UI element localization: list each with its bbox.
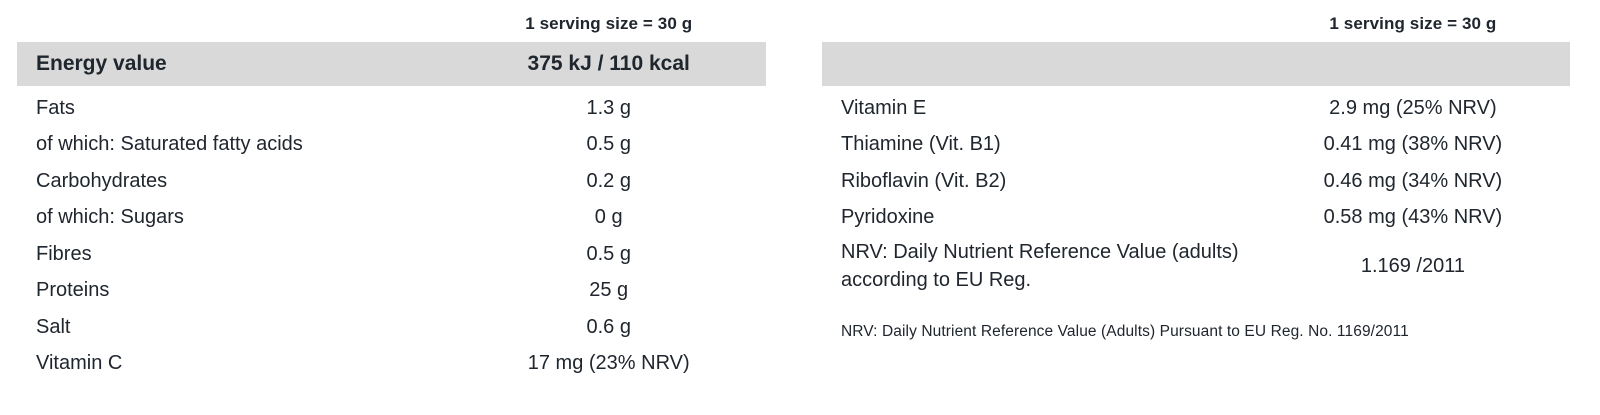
table-row: Proteins 25 g	[17, 273, 766, 310]
nutrient-label: Carbohydrates	[36, 169, 168, 192]
nutrient-label: Pyridoxine	[841, 206, 935, 229]
table-row: Pyridoxine 0.58 mg (43% NRV)	[822, 200, 1570, 237]
nutrient-rows: Fats 1.3 g of which: Saturated fatty aci…	[17, 90, 766, 382]
table-row: Riboflavin (Vit. B2) 0.46 mg (34% NRV)	[822, 163, 1570, 200]
table-row: Thiamine (Vit. B1) 0.41 mg (38% NRV)	[822, 127, 1570, 164]
table-row: of which: Sugars 0 g	[17, 200, 766, 237]
nutrient-value: 0.5 g	[586, 133, 631, 156]
table-row: Salt 0.6 g	[17, 309, 766, 346]
nutrient-label: Vitamin E	[841, 96, 927, 119]
nutrient-value: 0.46 mg (34% NRV)	[1323, 169, 1503, 192]
nutrient-value: 0.5 g	[586, 242, 631, 265]
nutrient-value: 0.41 mg (38% NRV)	[1323, 133, 1503, 156]
nutrient-value: 25 g	[589, 279, 629, 302]
energy-header-label: Energy value	[36, 52, 167, 75]
nrv-footnote: NRV: Daily Nutrient Reference Value (Adu…	[841, 323, 1409, 340]
nutrient-label: Fats	[36, 96, 75, 119]
nutrient-label: of which: Sugars	[36, 206, 184, 229]
vitamin-rows: Vitamin E 2.9 mg (25% NRV) Thiamine (Vit…	[822, 90, 1570, 296]
nutrient-value: 0 g	[594, 206, 623, 229]
table-row-nrv-note: NRV: Daily Nutrient Reference Value (adu…	[822, 236, 1570, 296]
energy-header-row: Energy value 375 kJ / 110 kcal	[17, 42, 766, 86]
nutrient-label: Vitamin C	[36, 352, 123, 375]
nutrient-value: 1.3 g	[586, 96, 631, 119]
nutrient-label: Salt	[36, 315, 71, 338]
table-row: Vitamin E 2.9 mg (25% NRV)	[822, 90, 1570, 127]
table-row: Vitamin C 17 mg (23% NRV)	[17, 346, 766, 383]
table-row: Fats 1.3 g	[17, 90, 766, 127]
serving-size-row: 1 serving size = 30 g	[822, 0, 1570, 42]
table-row: of which: Saturated fatty acids 0.5 g	[17, 127, 766, 164]
nutrient-value: 0.6 g	[586, 315, 631, 338]
nrv-note-label: NRV: Daily Nutrient Reference Value (adu…	[841, 241, 1239, 291]
nutrient-value: 0.58 mg (43% NRV)	[1323, 206, 1503, 229]
serving-size-note: 1 serving size = 30 g	[525, 13, 693, 33]
serving-size-note: 1 serving size = 30 g	[1329, 13, 1497, 33]
serving-size-row: 1 serving size = 30 g	[17, 0, 766, 42]
nutrient-label: Riboflavin (Vit. B2)	[841, 169, 1007, 192]
table-row: Fibres 0.5 g	[17, 236, 766, 273]
nutrient-label: Proteins	[36, 279, 110, 302]
nutrient-value: 0.2 g	[586, 169, 631, 192]
energy-header-value: 375 kJ / 110 kcal	[527, 52, 690, 75]
nutrient-label: Thiamine (Vit. B1)	[841, 133, 1001, 156]
table-row: Carbohydrates 0.2 g	[17, 163, 766, 200]
nutrient-label: Fibres	[36, 242, 92, 265]
nrv-note-value: 1.169 /2011	[1360, 254, 1465, 277]
empty-header-row	[822, 42, 1570, 86]
nutrient-label: of which: Saturated fatty acids	[36, 133, 303, 156]
nutrition-table-left: 1 serving size = 30 g Energy value 375 k…	[17, 0, 766, 382]
nutrient-value: 17 mg (23% NRV)	[527, 352, 690, 375]
nutrition-table-right: 1 serving size = 30 g Vitamin E 2.9 mg (…	[822, 0, 1570, 341]
nutrient-value: 2.9 mg (25% NRV)	[1329, 96, 1497, 119]
